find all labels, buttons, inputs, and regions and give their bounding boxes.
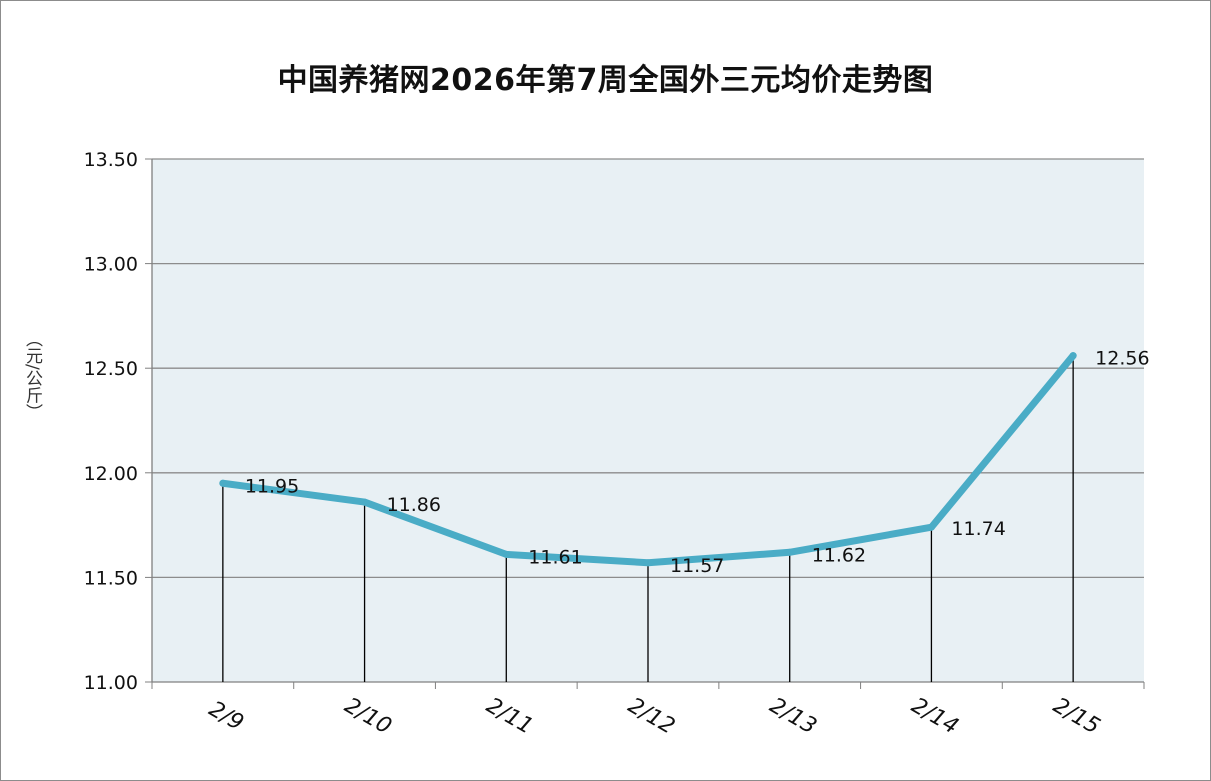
- y-tick-label: 12.00: [84, 463, 138, 485]
- chart-title: 中国养猪网2026年第7周全国外三元均价走势图: [277, 63, 934, 98]
- data-point: [927, 523, 935, 531]
- data-point: [502, 550, 510, 558]
- data-point: [786, 548, 794, 556]
- data-point: [219, 479, 227, 487]
- y-tick-labels: 11.00 11.50 12.00 12.50 13.00 13.50: [84, 149, 138, 694]
- data-point: [1069, 352, 1077, 360]
- data-label: 12.56: [1095, 348, 1149, 370]
- y-tick-label: 11.00: [84, 672, 138, 694]
- data-point: [644, 559, 652, 567]
- x-tick-label: 2/15: [1049, 693, 1104, 739]
- data-label: 11.86: [387, 494, 441, 516]
- x-tick-label: 2/13: [765, 693, 820, 739]
- x-tick-label: 2/11: [482, 693, 537, 739]
- x-tick-label: 2/9: [205, 697, 248, 736]
- data-label: 11.61: [528, 546, 582, 568]
- x-tick-label: 2/12: [624, 693, 679, 739]
- y-tick-label: 11.50: [84, 567, 138, 589]
- series: [219, 352, 1077, 567]
- y-tick-label: 13.00: [84, 254, 138, 276]
- data-label: 11.57: [670, 555, 724, 577]
- x-tick-labels: 2/9 2/10 2/11 2/12 2/13 2/14 2/15: [205, 693, 1105, 739]
- x-tick-label: 2/14: [907, 693, 962, 739]
- data-point: [361, 498, 369, 506]
- y-tick-label: 13.50: [84, 149, 138, 171]
- drop-lines: [222, 355, 1074, 682]
- y-axis-label: （元/公斤）: [22, 329, 42, 421]
- y-tick-label: 12.50: [84, 358, 138, 380]
- x-tick-label: 2/10: [340, 693, 395, 739]
- data-labels: 11.95 11.86 11.61 11.57 11.62 11.74 12.56: [245, 348, 1150, 577]
- data-label: 11.74: [951, 518, 1005, 540]
- data-label: 11.62: [812, 544, 866, 566]
- data-label: 11.95: [245, 475, 299, 497]
